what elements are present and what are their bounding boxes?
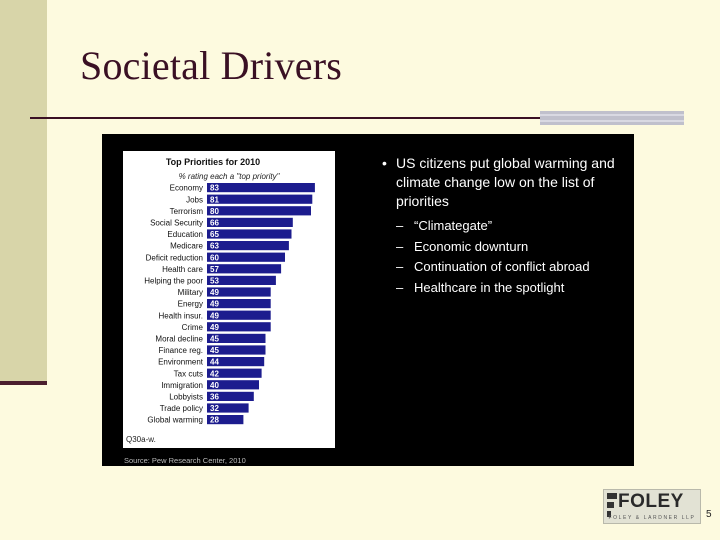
category-label: Finance reg. bbox=[159, 346, 203, 355]
page-number: 5 bbox=[706, 509, 712, 520]
bar bbox=[207, 415, 244, 425]
bullet-main-text: US citizens put global warming and clima… bbox=[396, 155, 615, 209]
category-label: Health insur. bbox=[159, 311, 203, 320]
value-label: 45 bbox=[210, 335, 219, 344]
category-label: Moral decline bbox=[155, 335, 203, 344]
category-label: Global warming bbox=[147, 416, 203, 425]
sub-bullet: – Economic downturn bbox=[372, 237, 632, 258]
value-label: 49 bbox=[210, 311, 219, 320]
embedded-picture[interactable]: Top Priorities for 2010 % rating each a … bbox=[102, 134, 634, 466]
logo-subtext: FOLEY & LARDNER LLP bbox=[608, 515, 696, 521]
bar bbox=[207, 368, 262, 378]
category-label: Military bbox=[178, 288, 203, 297]
bar bbox=[207, 264, 282, 274]
bullet-dot-icon: • bbox=[382, 155, 387, 171]
value-label: 83 bbox=[210, 184, 219, 193]
bar bbox=[207, 299, 271, 309]
value-label: 40 bbox=[210, 381, 219, 390]
chart-subtitle: % rating each a "top priority" bbox=[178, 172, 280, 181]
value-label: 45 bbox=[210, 346, 219, 355]
bar bbox=[207, 206, 311, 216]
title-underline-accent bbox=[540, 111, 684, 125]
value-label: 36 bbox=[210, 393, 219, 402]
foley-logo: FOLEY FOLEY & LARDNER LLP bbox=[603, 489, 701, 524]
source-note: Source: Pew Research Center, 2010 bbox=[124, 456, 246, 465]
foley-logo-mark-icon bbox=[607, 493, 617, 517]
bar bbox=[207, 310, 271, 320]
value-label: 49 bbox=[210, 300, 219, 309]
category-label: Helping the poor bbox=[144, 277, 203, 286]
value-label: 28 bbox=[210, 416, 219, 425]
value-label: 81 bbox=[210, 195, 219, 204]
chart-panel: Top Priorities for 2010 % rating each a … bbox=[123, 151, 335, 448]
bullet-main: • US citizens put global warming and cli… bbox=[372, 154, 632, 211]
value-label: 42 bbox=[210, 369, 219, 378]
value-label: 53 bbox=[210, 277, 219, 286]
chart-title: Top Priorities for 2010 bbox=[165, 157, 261, 167]
value-label: 49 bbox=[210, 323, 219, 332]
value-label: 65 bbox=[210, 230, 219, 239]
value-label: 57 bbox=[210, 265, 219, 274]
category-label: Tax cuts bbox=[174, 369, 203, 378]
sub-bullet-list: – “Climategate” – Economic downturn – Co… bbox=[372, 216, 632, 298]
left-accent-band bbox=[0, 0, 47, 381]
chart-question-note: Q30a-w. bbox=[126, 435, 156, 444]
category-label: Lobbyists bbox=[169, 393, 203, 402]
category-label: Energy bbox=[178, 300, 203, 309]
value-label: 44 bbox=[210, 358, 219, 367]
dash-icon: – bbox=[396, 259, 404, 274]
title-underline bbox=[30, 117, 540, 119]
dash-icon: – bbox=[396, 279, 404, 295]
category-label: Medicare bbox=[170, 242, 203, 251]
bar bbox=[207, 194, 313, 204]
bar bbox=[207, 229, 292, 239]
bar bbox=[207, 333, 266, 343]
bar bbox=[207, 391, 254, 401]
bar bbox=[207, 252, 285, 262]
slide-title: Societal Drivers bbox=[80, 43, 343, 88]
value-label: 80 bbox=[210, 207, 219, 216]
category-label: Deficit reduction bbox=[146, 253, 203, 262]
dash-icon: – bbox=[396, 238, 404, 254]
bar bbox=[207, 380, 259, 390]
value-label: 60 bbox=[210, 253, 219, 262]
value-label: 63 bbox=[210, 242, 219, 251]
bar bbox=[207, 241, 289, 251]
category-label: Jobs bbox=[186, 195, 203, 204]
sub-bullet: – Healthcare in the spotlight bbox=[372, 278, 632, 299]
sub-bullet-text: Continuation of conflict abroad bbox=[414, 259, 590, 274]
priorities-bar-chart: Economy 83 Jobs 81 Terrorism 80 Social Securit… bbox=[144, 183, 315, 425]
value-label: 66 bbox=[210, 219, 219, 228]
bar bbox=[207, 217, 293, 227]
category-label: Environment bbox=[158, 358, 204, 367]
dash-icon: – bbox=[396, 218, 404, 233]
category-label: Education bbox=[167, 230, 203, 239]
bar bbox=[207, 403, 249, 413]
value-label: 49 bbox=[210, 288, 219, 297]
left-accent-rule bbox=[0, 381, 47, 385]
bar bbox=[207, 345, 266, 355]
bar bbox=[207, 183, 315, 193]
category-label: Economy bbox=[170, 184, 203, 193]
bar bbox=[207, 275, 276, 285]
bar bbox=[207, 322, 271, 332]
bullet-list: • US citizens put global warming and cli… bbox=[372, 154, 632, 298]
sub-bullet: – “Climategate” bbox=[372, 216, 632, 237]
category-label: Terrorism bbox=[170, 207, 204, 216]
category-label: Immigration bbox=[161, 381, 203, 390]
bar bbox=[207, 357, 265, 367]
value-label: 32 bbox=[210, 404, 219, 413]
sub-bullet: – Continuation of conflict abroad bbox=[372, 257, 632, 278]
sub-bullet-text: Healthcare in the spotlight bbox=[414, 279, 565, 295]
category-label: Health care bbox=[162, 265, 203, 274]
category-label: Social Security bbox=[150, 219, 203, 228]
category-label: Trade policy bbox=[160, 404, 203, 413]
category-label: Crime bbox=[182, 323, 204, 332]
bar bbox=[207, 287, 271, 297]
sub-bullet-text: “Climategate” bbox=[414, 218, 493, 233]
logo-wordmark: FOLEY bbox=[618, 491, 684, 512]
sub-bullet-text: Economic downturn bbox=[414, 238, 529, 254]
